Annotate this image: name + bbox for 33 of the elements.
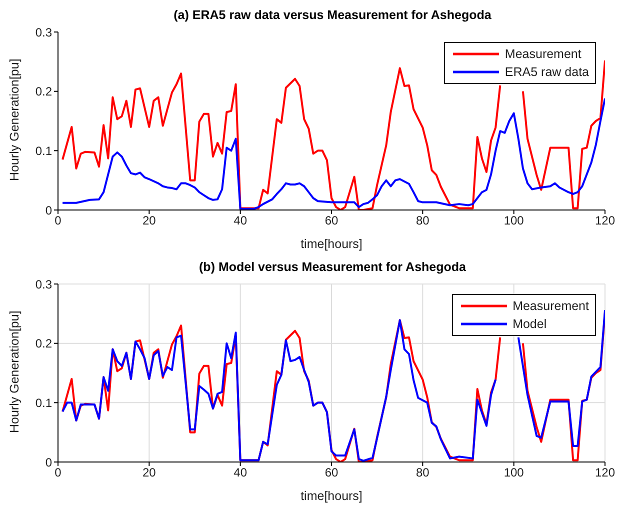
x-tick-label: 120 [594, 214, 616, 228]
x-tick-label: 120 [594, 466, 616, 480]
x-axis-title: time[hours] [300, 237, 362, 251]
legend-label: Measurement [512, 298, 589, 314]
y-axis-title: Hourly Generation[pu] [7, 58, 22, 181]
x-tick-label: 80 [416, 214, 430, 228]
y-tick-label: 0.3 [35, 277, 52, 292]
x-tick-label: 100 [504, 466, 524, 480]
x-tick-label: 60 [324, 214, 338, 228]
y-tick-label: 0.1 [35, 396, 52, 410]
legend-label: Measurement [504, 46, 582, 62]
line-series [62, 97, 605, 210]
chart-title: (a) ERA5 raw data versus Measurement for Ashegoda [172, 8, 492, 24]
y-tick-label: 0 [45, 203, 52, 218]
x-tick-label: 20 [142, 466, 156, 480]
x-tick-label: 80 [416, 466, 430, 480]
x-tick-label: 100 [504, 214, 524, 228]
x-tick-label: 20 [142, 214, 156, 228]
y-tick-label: 0.1 [35, 144, 52, 158]
chart-title: (b) Model versus Measurement for Ashegoda [198, 260, 467, 276]
x-tick-label: 40 [234, 466, 248, 480]
x-axis-title: time[hours] [300, 489, 362, 503]
y-tick-label: 0 [45, 455, 52, 470]
legend-label: Model [512, 316, 547, 332]
x-tick-label: 0 [54, 466, 62, 480]
x-tick-label: 0 [54, 214, 62, 228]
x-tick-label: 60 [324, 466, 338, 480]
x-tick-label: 40 [234, 214, 248, 228]
y-axis-title: Hourly Generation[pu] [7, 310, 22, 433]
y-tick-label: 0.3 [35, 25, 52, 40]
y-tick-label: 0.2 [35, 336, 52, 351]
legend-label: ERA5 raw data [504, 64, 589, 80]
y-tick-label: 0.2 [35, 84, 52, 99]
